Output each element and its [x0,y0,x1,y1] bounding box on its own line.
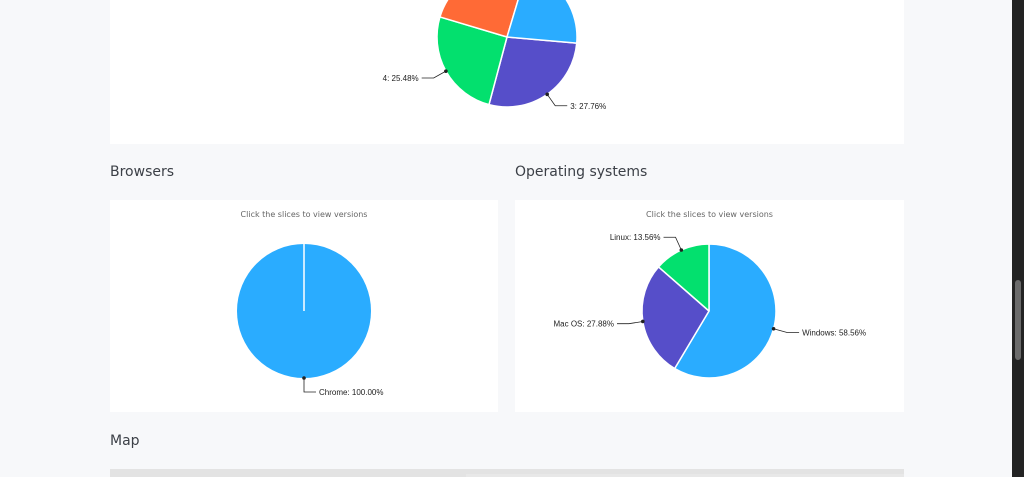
data-label: Chrome: 100.00% [319,388,383,397]
data-label-connector [663,236,682,251]
pie-slice-2[interactable] [439,0,527,38]
browsers-pie-chart: Chrome: 100.00% [237,244,383,397]
data-label: 3: 27.76% [570,102,606,111]
os-pie-chart: Windows: 58.56% Mac OS: 27.88% Linux: 13.5… [554,233,866,379]
pie-slice-3[interactable] [506,0,578,44]
browsers-card: Click the slices to view versions Chrome… [110,200,498,412]
os-title: Operating systems [515,164,648,180]
data-label-marker [679,248,684,252]
map[interactable] [110,469,904,477]
data-label: 4: 25.48% [383,74,419,83]
scrollbar[interactable] [1012,0,1024,477]
data-label: Mac OS: 27.88% [554,320,614,329]
os-hint: Click the slices to view versions [646,210,773,219]
data-label-marker [771,327,776,331]
browsers-hint: Click the slices to view versions [240,210,368,219]
data-label-connector [773,328,800,333]
data-label-connector [303,378,316,393]
data-label-connector [421,70,447,79]
map-outline [110,474,904,477]
map-title: Map [110,433,140,449]
data-label-connector [546,94,568,107]
os-card: Click the slices to view versions Window… [515,200,904,412]
data-label-connector [616,321,643,325]
data-label-marker [641,319,645,324]
data-label: Linux: 13.56% [610,233,661,242]
scrollbar-thumb[interactable] [1015,280,1021,360]
top-chart-card: 3: 27.76% 4: 25.48% [110,0,904,144]
browsers-title: Browsers [110,164,175,180]
top-pie-chart: 3: 27.76% 4: 25.48% [383,0,606,111]
data-label: Windows: 58.56% [802,329,866,338]
